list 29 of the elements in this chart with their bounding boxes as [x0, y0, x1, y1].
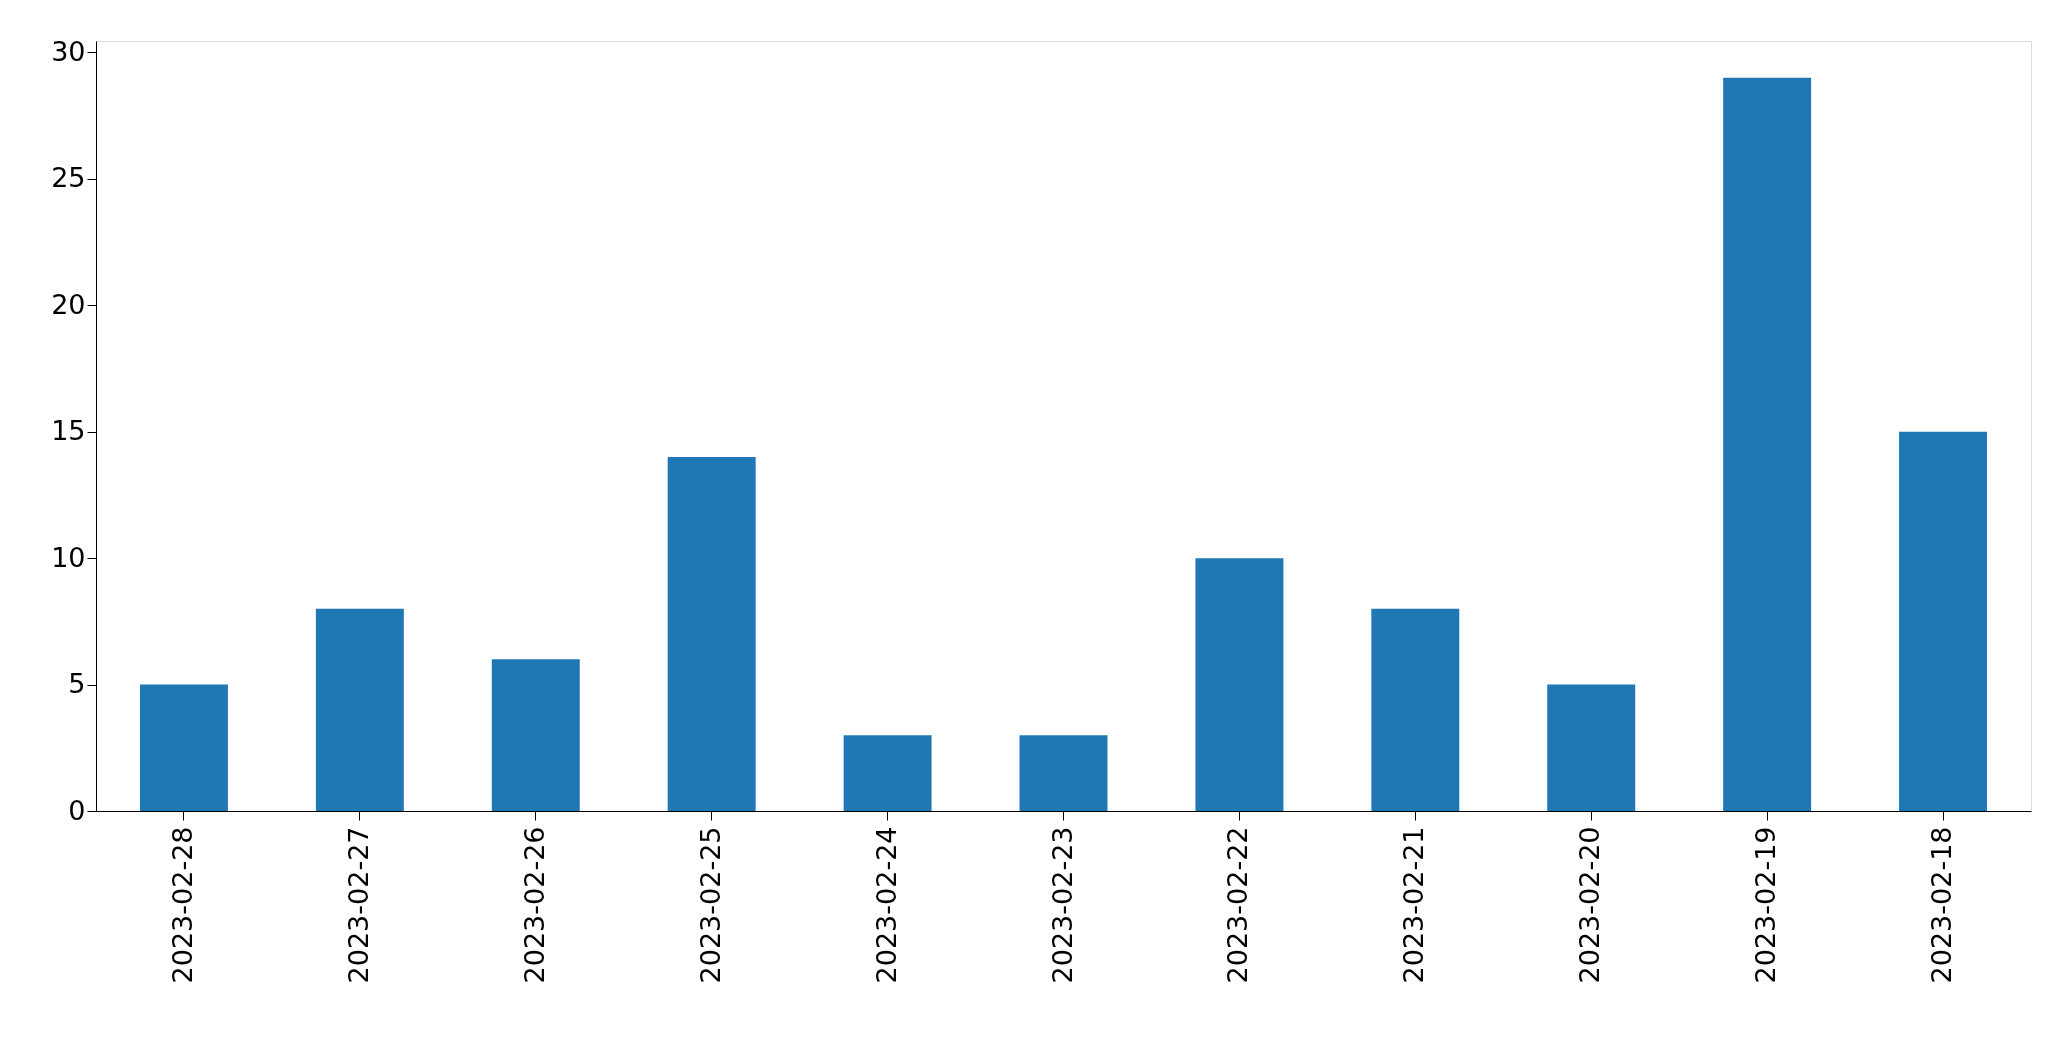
bar — [1723, 77, 1812, 811]
x-tick-label: 2023-02-26 — [518, 826, 550, 984]
x-tick-label: 2023-02-27 — [342, 826, 374, 984]
y-tick-label: 10 — [51, 541, 86, 573]
bar — [139, 684, 228, 811]
y-tick-label: 5 — [68, 668, 86, 700]
bar — [1019, 735, 1108, 811]
bar — [1195, 558, 1284, 811]
x-tick-label: 2023-02-21 — [1398, 826, 1430, 984]
x-tick-label: 2023-02-19 — [1750, 826, 1782, 984]
x-tick-label: 2023-02-25 — [694, 826, 726, 984]
bar — [667, 456, 756, 811]
x-tick-label: 2023-02-24 — [870, 826, 902, 984]
bar — [315, 608, 404, 811]
x-tick-label: 2023-02-23 — [1046, 826, 1078, 984]
x-tick-label: 2023-02-18 — [1926, 826, 1958, 984]
y-tick-label: 30 — [51, 35, 86, 67]
x-tick-label: 2023-02-22 — [1222, 826, 1254, 984]
bar — [1547, 684, 1636, 811]
bar — [1899, 431, 1988, 811]
bar — [491, 659, 580, 811]
y-tick-label: 20 — [51, 288, 86, 320]
bar — [843, 735, 932, 811]
x-tick-label: 2023-02-20 — [1574, 826, 1606, 984]
y-tick-label: 15 — [51, 415, 86, 447]
x-tick-label: 2023-02-28 — [166, 826, 198, 984]
y-tick-label: 0 — [68, 794, 86, 826]
bar — [1371, 608, 1460, 811]
y-tick-label: 25 — [51, 162, 86, 194]
